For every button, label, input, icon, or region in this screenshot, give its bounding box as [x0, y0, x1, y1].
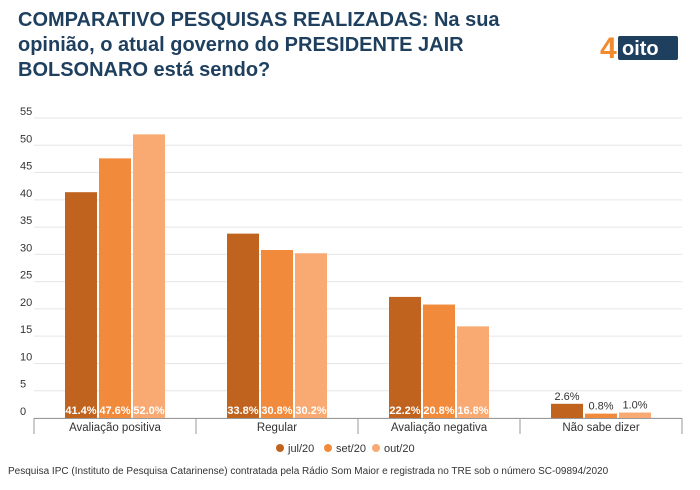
data-labels: 41.4% 47.6% 52.0% 33.8% 30.8% 30.2% 22.2% 20.8%… [65, 391, 647, 417]
data-label: 16.8% [457, 405, 488, 417]
data-label: 41.4% [65, 405, 96, 417]
y-tick-label: 0 [20, 406, 26, 418]
data-label: 1.0% [622, 400, 647, 412]
data-label: 30.8% [261, 405, 292, 417]
data-label: 22.2% [389, 405, 420, 417]
x-tick-label: Não sabe dizer [562, 422, 640, 434]
bar [457, 326, 489, 418]
legend-swatch [324, 444, 332, 452]
legend-label: out/20 [384, 443, 415, 455]
bar [99, 158, 131, 418]
y-axis-ticks: 0 5 10 15 20 25 30 35 40 45 50 55 [20, 106, 32, 418]
data-label: 0.8% [588, 401, 613, 413]
y-tick-label: 25 [20, 270, 32, 282]
chart-title: COMPARATIVO PESQUISAS REALIZADAS: Na sua… [18, 9, 500, 81]
y-tick-label: 50 [20, 133, 32, 145]
chart-bars [65, 134, 651, 418]
y-tick-label: 20 [20, 297, 32, 309]
y-tick-label: 45 [20, 161, 32, 173]
x-tick-label: Avaliação negativa [391, 422, 488, 434]
y-tick-label: 10 [20, 351, 32, 363]
y-tick-label: 30 [20, 242, 32, 254]
y-tick-label: 15 [20, 324, 32, 336]
data-label: 47.6% [99, 405, 130, 417]
brand-logo: 4 oito [598, 30, 682, 69]
bar [65, 192, 97, 418]
bar [133, 134, 165, 418]
y-tick-label: 5 [20, 379, 26, 391]
data-label: 20.8% [423, 405, 454, 417]
legend-swatch [372, 444, 380, 452]
bar [619, 412, 651, 418]
data-label: 2.6% [554, 391, 579, 403]
bar [551, 403, 583, 418]
y-tick-label: 55 [20, 106, 32, 118]
chart-gridlines [34, 117, 682, 419]
bar [585, 413, 617, 418]
bar [295, 253, 327, 418]
legend-label: jul/20 [287, 443, 314, 455]
bar [261, 250, 293, 418]
chart-legend: jul/20 set/20 out/20 [276, 443, 415, 455]
bar [227, 233, 259, 418]
y-tick-label: 35 [20, 215, 32, 227]
svg-text:4: 4 [600, 32, 617, 64]
x-tick-label: Avaliação positiva [69, 422, 161, 434]
x-tick-label: Regular [257, 422, 297, 434]
legend-label: set/20 [336, 443, 366, 455]
svg-text:oito: oito [622, 38, 659, 60]
data-label: 52.0% [133, 405, 164, 417]
source-note: Pesquisa IPC (Instituto de Pesquisa Cata… [8, 466, 609, 477]
bar [423, 304, 455, 418]
y-tick-label: 40 [20, 188, 32, 200]
bar [389, 296, 421, 418]
data-label: 30.2% [295, 405, 326, 417]
x-axis: Avaliação positiva Regular Avaliação negat… [33, 418, 683, 434]
data-label: 33.8% [227, 405, 258, 417]
legend-swatch [276, 444, 284, 452]
